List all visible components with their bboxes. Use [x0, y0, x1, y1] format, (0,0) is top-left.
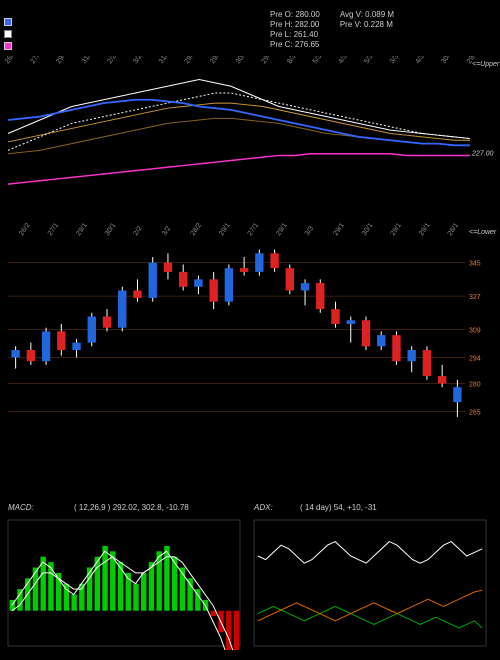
svg-text:280: 280 [469, 382, 481, 389]
svg-text:4/3: 4/3 [415, 56, 426, 65]
svg-text:8/3: 8/3 [286, 56, 297, 65]
svg-text:29/1: 29/1 [209, 56, 223, 65]
svg-text:29/1: 29/1 [184, 56, 198, 65]
svg-text:227.00: 227.00 [471, 150, 494, 157]
svg-text:30/1: 30/1 [104, 222, 118, 237]
legend-mt: DOW MT: 303.98 [4, 28, 84, 40]
svg-text:294: 294 [469, 355, 481, 362]
svg-text:309: 309 [469, 328, 481, 335]
svg-text:27/1: 27/1 [30, 56, 44, 65]
legend-mt-label: DOW MT: 303.98 [15, 28, 84, 40]
svg-text:29/1: 29/1 [75, 222, 89, 237]
svg-text:29/1: 29/1 [275, 222, 289, 237]
adx-chart: ADX: ( 14 day) 54, +10, -31 [250, 500, 490, 650]
svg-text:29/1: 29/1 [261, 56, 275, 65]
svg-text:26/2: 26/2 [18, 222, 32, 237]
info-pre-l: Pre L: 261.40 [270, 30, 320, 40]
svg-text:3/3: 3/3 [389, 56, 400, 65]
svg-text:29/1: 29/1 [332, 222, 346, 237]
svg-text:3/2: 3/2 [132, 56, 143, 65]
svg-text:3/3: 3/3 [304, 225, 315, 237]
svg-text:2/2: 2/2 [132, 225, 143, 237]
svg-text:<=Upper: <=Upper [472, 61, 500, 68]
svg-text:30/1: 30/1 [235, 56, 249, 65]
svg-text:4/3: 4/3 [338, 56, 349, 65]
svg-text:28/1: 28/1 [447, 222, 461, 237]
svg-text:29/1: 29/1 [389, 222, 403, 237]
svg-text:30/1: 30/1 [361, 222, 375, 237]
svg-text:<=Lower: <=Lower [469, 229, 497, 236]
info-pre-v: Pre V: 0.228 M [340, 20, 394, 30]
svg-text:29/1: 29/1 [55, 56, 69, 65]
legend-mt-swatch [4, 30, 12, 38]
svg-text:27/1: 27/1 [247, 222, 261, 237]
upper-chart: 26/1 27/1 29/1 31/1 2/2 3/2 31/1 29/1 29/1 30/1 29… [0, 56, 500, 216]
svg-text:29/1: 29/1 [418, 222, 432, 237]
svg-text:3/2: 3/2 [161, 225, 172, 237]
svg-text:29/1: 29/1 [218, 222, 232, 237]
svg-text:2/2: 2/2 [107, 56, 118, 65]
info-pre-h: Pre H: 282.00 [270, 20, 320, 30]
legend-pt: DOW PT: 267.47 [4, 40, 84, 52]
svg-text:327: 327 [469, 294, 481, 301]
svg-text:345: 345 [469, 261, 481, 268]
svg-text:( 12,26,9 ) 292.02, 302.8, -: ( 12,26,9 ) 292.02, 302.8, -10.78 [74, 503, 189, 512]
info-pre-o: Pre O: 280.00 [270, 10, 320, 20]
svg-text:265: 265 [469, 409, 481, 416]
legend-pt-label: DOW PT: 267.47 [15, 40, 83, 52]
legend-block: DOW ST: 299.68 DOW MT: 303.98 DOW PT: 26… [4, 16, 84, 52]
svg-text:28/2: 28/2 [190, 222, 204, 237]
chart-title: Price,Volume,EMA,ADX,MACD Charts for ADF… [4, 2, 297, 12]
svg-text:5/3: 5/3 [363, 56, 374, 65]
macd-chart: MACD: ( 12,26,9 ) 292.02, 302.8, -10.78 [4, 500, 244, 650]
legend-st-swatch [4, 18, 12, 26]
info-pre-c: Pre C: 276.65 [270, 40, 320, 50]
svg-text:26/1: 26/1 [4, 56, 18, 65]
svg-text:31/1: 31/1 [81, 56, 95, 65]
legend-pt-swatch [4, 42, 12, 50]
info-avg-v: Avg V: 0.089 M [340, 10, 394, 20]
svg-text:MACD:: MACD: [8, 503, 34, 512]
legend-st: DOW ST: 299.68 [4, 16, 84, 28]
candle-chart: 265 280 294 309 327 345 26/2 27/1 29/1 30/1 2/2 3/2… [0, 220, 500, 440]
svg-text:27/1: 27/1 [47, 222, 61, 237]
svg-text:5/3: 5/3 [312, 56, 323, 65]
legend-st-label: DOW ST: 299.68 [15, 16, 83, 28]
svg-text:30/1: 30/1 [440, 56, 454, 65]
svg-text:31/1: 31/1 [158, 56, 172, 65]
info-block: Pre O: 280.00 Avg V: 0.089 M Pre H: 282.… [270, 10, 394, 50]
svg-text:( 14 day) 54, +10, -31: ( 14 day) 54, +10, -31 [300, 503, 377, 512]
svg-text:ADX:: ADX: [253, 503, 273, 512]
